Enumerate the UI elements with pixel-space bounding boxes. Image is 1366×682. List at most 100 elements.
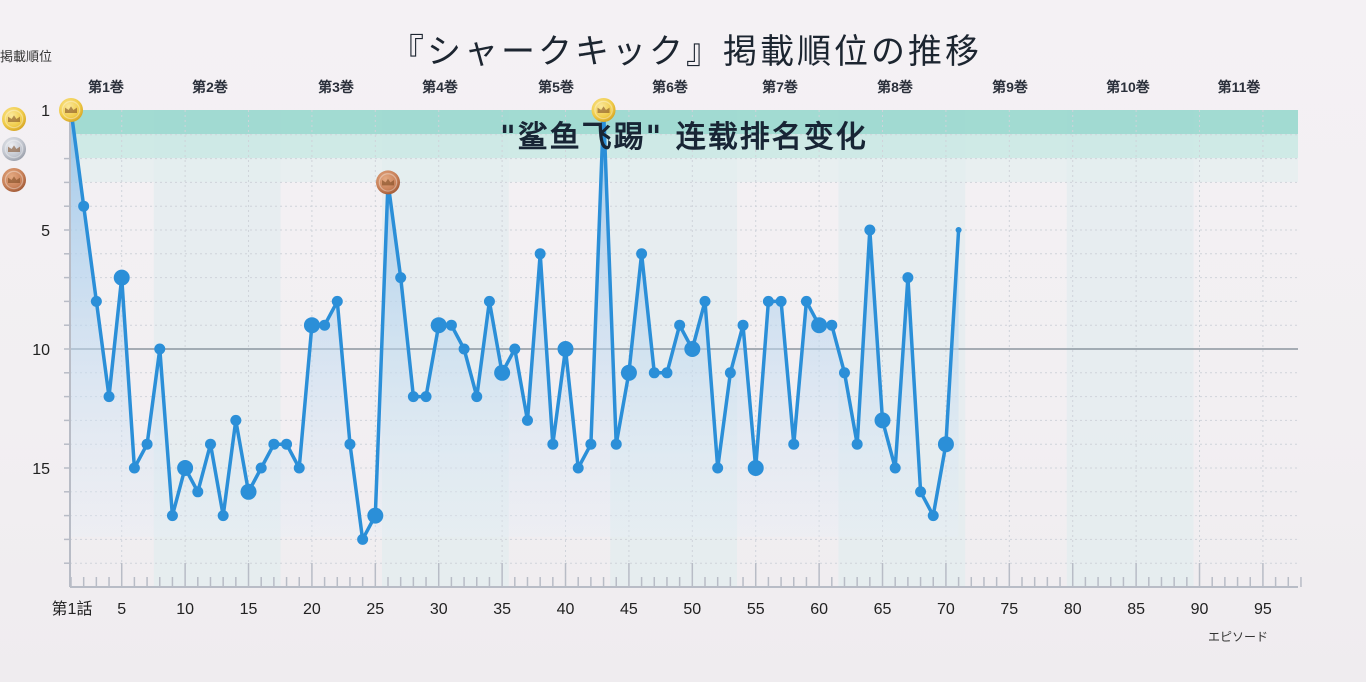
data-point[interactable] xyxy=(811,317,828,334)
data-point[interactable] xyxy=(344,438,356,450)
rank-band-1 xyxy=(70,110,1298,134)
x-tick-label: 5 xyxy=(117,601,126,618)
data-point[interactable] xyxy=(494,364,511,381)
data-point[interactable] xyxy=(166,510,178,522)
data-point[interactable] xyxy=(826,319,838,331)
x-tick-label: 35 xyxy=(493,601,511,618)
data-point[interactable] xyxy=(851,438,863,450)
data-point[interactable] xyxy=(557,341,574,357)
volume-label: 第5巻 xyxy=(538,79,574,95)
data-point[interactable] xyxy=(620,364,637,381)
data-point[interactable] xyxy=(395,272,407,284)
data-point[interactable] xyxy=(547,438,559,450)
data-point[interactable] xyxy=(684,341,701,357)
data-point[interactable] xyxy=(864,224,876,236)
y-tick-label: 15 xyxy=(32,461,50,478)
gold-medal-icon xyxy=(59,98,83,122)
crown-icon xyxy=(65,106,77,113)
data-point[interactable] xyxy=(230,414,242,426)
rank-band-2 xyxy=(70,134,1298,158)
data-point[interactable] xyxy=(838,367,850,379)
data-point[interactable] xyxy=(661,367,673,379)
data-point[interactable] xyxy=(430,317,447,334)
x-tick-label: 75 xyxy=(1000,601,1018,618)
y-axis-title: 掲載順位 xyxy=(0,50,53,65)
data-point[interactable] xyxy=(367,507,384,524)
data-point[interactable] xyxy=(204,438,216,450)
data-point[interactable] xyxy=(141,438,153,450)
data-point[interactable] xyxy=(762,295,774,307)
data-point[interactable] xyxy=(407,391,419,403)
volume-label: 第1巻 xyxy=(88,79,124,95)
gold-medal-icon xyxy=(591,98,616,122)
x-tick-label: 30 xyxy=(430,601,448,618)
data-point[interactable] xyxy=(712,462,724,474)
x-tick-label: 85 xyxy=(1127,601,1145,618)
data-point[interactable] xyxy=(281,438,293,450)
data-point[interactable] xyxy=(648,367,660,379)
data-point[interactable] xyxy=(90,295,102,307)
data-point[interactable] xyxy=(255,462,267,474)
data-point[interactable] xyxy=(331,295,343,307)
volume-label: 第4巻 xyxy=(422,79,458,95)
data-point[interactable] xyxy=(747,460,764,476)
data-point[interactable] xyxy=(268,438,280,450)
data-point[interactable] xyxy=(509,343,521,355)
data-point[interactable] xyxy=(874,412,891,429)
y-tick-label: 1 xyxy=(41,103,50,120)
data-point[interactable] xyxy=(915,486,927,498)
data-point[interactable] xyxy=(471,391,483,403)
data-point[interactable] xyxy=(303,317,320,334)
data-point[interactable] xyxy=(78,200,90,212)
data-point[interactable] xyxy=(293,462,305,474)
x-tick-label: 50 xyxy=(683,601,701,618)
data-point[interactable] xyxy=(319,319,331,331)
data-point[interactable] xyxy=(521,414,533,426)
crown-icon xyxy=(8,145,20,152)
data-point[interactable] xyxy=(955,227,962,233)
chart-title: 『シャークキック』掲載順位の推移 xyxy=(390,32,982,72)
data-point[interactable] xyxy=(113,269,130,286)
data-point[interactable] xyxy=(177,460,194,476)
data-point[interactable] xyxy=(103,391,115,403)
data-point[interactable] xyxy=(724,367,736,379)
data-point[interactable] xyxy=(674,319,686,331)
data-point[interactable] xyxy=(636,248,648,260)
gold-medal-legend-icon xyxy=(2,107,26,131)
x-tick-label: 20 xyxy=(303,601,321,618)
data-point[interactable] xyxy=(458,343,470,355)
x-tick-label: 15 xyxy=(240,601,258,618)
data-point[interactable] xyxy=(889,462,901,474)
data-point[interactable] xyxy=(610,438,622,450)
data-point[interactable] xyxy=(937,436,954,453)
data-point[interactable] xyxy=(699,295,711,307)
x-tick-label: 80 xyxy=(1064,601,1082,618)
data-point[interactable] xyxy=(902,272,914,284)
x-tick-label: 25 xyxy=(366,601,384,618)
data-point[interactable] xyxy=(737,319,749,331)
x-tick-label: 55 xyxy=(747,601,765,618)
data-point[interactable] xyxy=(775,295,787,307)
rank-area xyxy=(71,110,959,540)
data-point[interactable] xyxy=(357,533,369,545)
data-point[interactable] xyxy=(154,343,166,355)
data-point[interactable] xyxy=(800,295,812,307)
volume-label: 第8巻 xyxy=(877,79,913,95)
y-tick-label: 5 xyxy=(41,223,50,240)
data-point[interactable] xyxy=(534,248,546,260)
x-tick-label: 65 xyxy=(874,601,892,618)
data-point[interactable] xyxy=(128,462,140,474)
data-point[interactable] xyxy=(240,483,257,500)
data-point[interactable] xyxy=(585,438,597,450)
crown-icon xyxy=(597,106,610,113)
data-point[interactable] xyxy=(788,438,800,450)
data-point[interactable] xyxy=(483,295,495,307)
data-point[interactable] xyxy=(420,391,432,403)
x-tick-label: 40 xyxy=(557,601,575,618)
data-point[interactable] xyxy=(192,486,204,498)
data-point[interactable] xyxy=(217,510,229,522)
data-point[interactable] xyxy=(572,462,584,474)
data-point[interactable] xyxy=(927,510,939,522)
data-point[interactable] xyxy=(445,319,457,331)
x-tick-label: 70 xyxy=(937,601,955,618)
